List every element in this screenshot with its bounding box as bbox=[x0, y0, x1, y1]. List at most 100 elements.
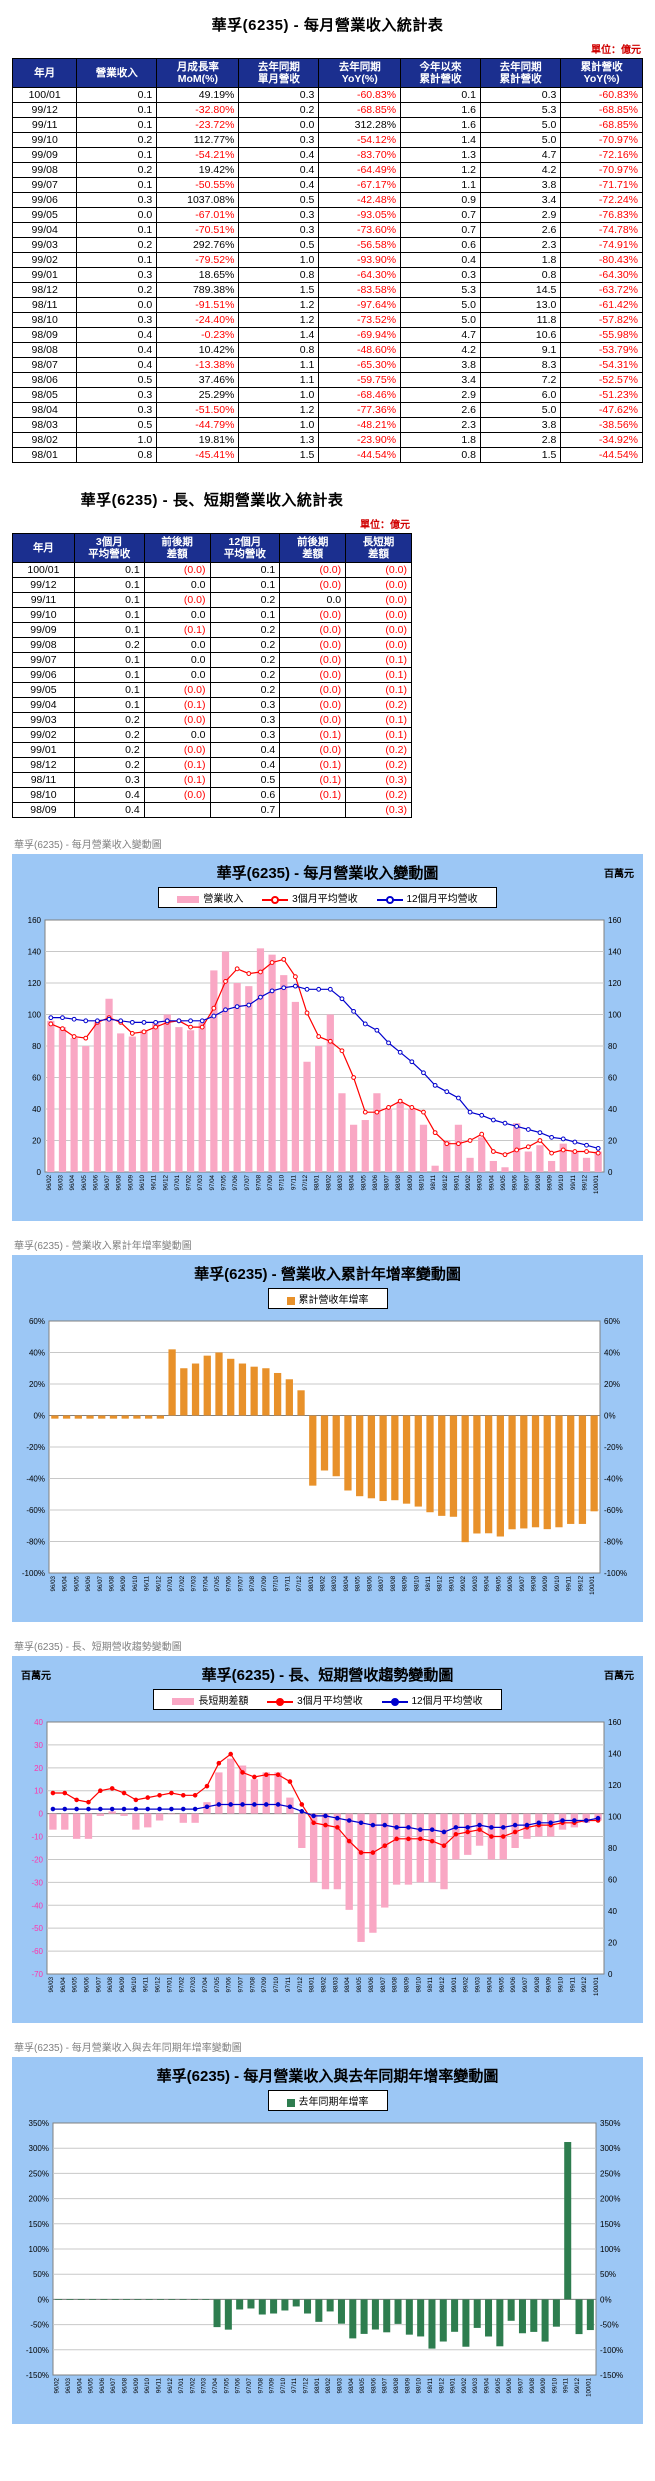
cell-value: (0.1) bbox=[143, 697, 211, 714]
cell-value: 1.2 bbox=[238, 297, 320, 314]
x-tick-label: 97/01 bbox=[174, 1175, 181, 1191]
cell-value: 0.2 bbox=[76, 282, 158, 299]
cell-value: (0.1) bbox=[279, 727, 347, 744]
y-tick-label: -40% bbox=[26, 1475, 45, 1484]
cell-value: 0.3 bbox=[76, 387, 158, 404]
y-tick-label: 140 bbox=[28, 948, 42, 957]
data-point bbox=[74, 1797, 79, 1803]
y-tick-label: -50% bbox=[30, 2321, 49, 2330]
cell-value: -51.23% bbox=[560, 387, 643, 404]
bar bbox=[326, 1014, 334, 1173]
cell-value: 0.4 bbox=[238, 147, 320, 164]
th2-diff-12m: 前後期 差額 bbox=[279, 533, 347, 564]
x-tick-label: 97/12 bbox=[296, 1576, 303, 1592]
bar bbox=[379, 1415, 387, 1502]
x-tick-label: 96/09 bbox=[127, 1175, 134, 1191]
cell-value: 0.5 bbox=[209, 772, 281, 789]
cell-value: 2.8 bbox=[480, 432, 562, 449]
x-tick-label: 99/07 bbox=[519, 1576, 526, 1592]
cell-year-month: 100/01 bbox=[12, 562, 75, 579]
x-tick-label: 98/08 bbox=[393, 2378, 400, 2394]
data-point bbox=[180, 1793, 186, 1798]
data-point bbox=[246, 971, 252, 977]
cell-value: 1.0 bbox=[238, 252, 320, 269]
x-tick-label: 97/12 bbox=[303, 2378, 310, 2394]
chart2-legend-wrap: 累計營收年增率 bbox=[13, 1288, 642, 1310]
data-point bbox=[83, 1035, 89, 1041]
data-point bbox=[477, 1823, 482, 1828]
bar bbox=[74, 1415, 82, 1419]
data-point bbox=[323, 1823, 328, 1828]
x-tick-label: 98/03 bbox=[331, 1576, 338, 1592]
data-point bbox=[71, 1017, 77, 1022]
data-point bbox=[109, 1786, 115, 1791]
cell-value: 0.2 bbox=[209, 652, 281, 669]
x-tick-label: 99/03 bbox=[477, 1175, 484, 1191]
x-tick-label: 99/01 bbox=[449, 1576, 456, 1592]
cell-value: -97.64% bbox=[318, 297, 402, 314]
table-row: 98/11 0.0 -91.51% 1.2 -97.64% 5.0 13.0 -61.42% bbox=[11, 297, 643, 314]
data-point bbox=[86, 1807, 91, 1812]
x-tick-label: 97/09 bbox=[267, 1175, 274, 1191]
bar bbox=[145, 2299, 153, 2301]
cell-year-month: 99/10 bbox=[12, 607, 75, 624]
legend-item-avg12m[interactable]: 12個月平均營收 bbox=[381, 1692, 483, 1707]
cell-value: 0.5 bbox=[76, 372, 158, 389]
legend-item-avg3m[interactable]: 3個月平均營收 bbox=[267, 1692, 363, 1707]
cell-value: 5.0 bbox=[480, 402, 562, 419]
legend-item-cumulative-yoy[interactable]: 累計營收年增率 bbox=[286, 1291, 369, 1307]
chart3-unit-right: 百萬元 bbox=[604, 1671, 634, 1683]
y-tick-label: 160 bbox=[28, 916, 42, 925]
bar bbox=[72, 1813, 81, 1840]
cell-value: -50.55% bbox=[156, 177, 240, 194]
data-point bbox=[525, 1127, 531, 1133]
x-tick-label: 96/06 bbox=[99, 2378, 106, 2394]
cell-value: 0.1 bbox=[73, 682, 145, 699]
x-tick-label: 100/01 bbox=[593, 1175, 600, 1194]
bar bbox=[105, 999, 113, 1173]
x-tick-label: 96/04 bbox=[62, 1576, 69, 1592]
cell-year-month: 98/02 bbox=[11, 432, 78, 449]
cell-value: 0.0 bbox=[279, 592, 347, 609]
cell-year-month: 98/10 bbox=[12, 787, 75, 804]
cell-value: (0.0) bbox=[279, 562, 347, 579]
bar bbox=[273, 1373, 282, 1416]
legend-item-monthly-yoy[interactable]: 去年同期年增率 bbox=[286, 2093, 369, 2108]
data-point bbox=[572, 1149, 578, 1155]
cell-value: -34.92% bbox=[560, 432, 643, 449]
legend-item-avg3m[interactable]: 3個月平均營收 bbox=[262, 890, 358, 905]
cell-year-month: 98/09 bbox=[11, 327, 78, 344]
th-line1: 去年同期 bbox=[338, 61, 381, 73]
data-point bbox=[129, 1020, 135, 1026]
cell-value: 0.3 bbox=[400, 267, 482, 284]
cell-value: 1.1 bbox=[238, 357, 320, 374]
cell-value: (0.2) bbox=[345, 697, 412, 714]
cell-value: 0.5 bbox=[238, 237, 320, 254]
legend-item-revenue[interactable]: 營業收入 bbox=[177, 890, 243, 905]
data-point bbox=[228, 1802, 233, 1808]
cell-year-month: 98/10 bbox=[11, 312, 78, 329]
x-tick-label: 100/01 bbox=[589, 1576, 596, 1595]
data-point bbox=[62, 1790, 68, 1796]
x-tick-label: 98/03 bbox=[337, 2378, 344, 2394]
legend-label: 累計營收年增率 bbox=[298, 1295, 369, 1307]
th-ytd-revenue: 今年以來 累計營收 bbox=[400, 57, 482, 89]
bar bbox=[496, 1415, 504, 1537]
cell-value: -80.43% bbox=[560, 252, 643, 269]
data-point bbox=[211, 1013, 217, 1019]
cell-value: 0.7 bbox=[400, 222, 482, 239]
cell-value: 112.77% bbox=[156, 132, 240, 149]
cell-value: 0.2 bbox=[238, 102, 320, 119]
cell-value: 1.3 bbox=[238, 432, 320, 449]
cell-value: 5.0 bbox=[400, 312, 482, 329]
bar bbox=[489, 1161, 497, 1173]
x-tick-label: 98/03 bbox=[337, 1175, 344, 1191]
legend-item-longshort-diff[interactable]: 長短期差額 bbox=[172, 1692, 248, 1707]
x-tick-label: 99/08 bbox=[534, 1977, 541, 1993]
data-point bbox=[188, 1024, 193, 1030]
cell-value: 1.0 bbox=[238, 417, 320, 434]
th-revenue: 營業收入 bbox=[76, 57, 158, 89]
legend-item-avg12m[interactable]: 12個月平均營收 bbox=[376, 890, 478, 905]
cell-value: 0.4 bbox=[73, 787, 145, 804]
table-row: 99/05 0.1 (0.0) 0.2 (0.0) (0.1) bbox=[12, 682, 412, 699]
